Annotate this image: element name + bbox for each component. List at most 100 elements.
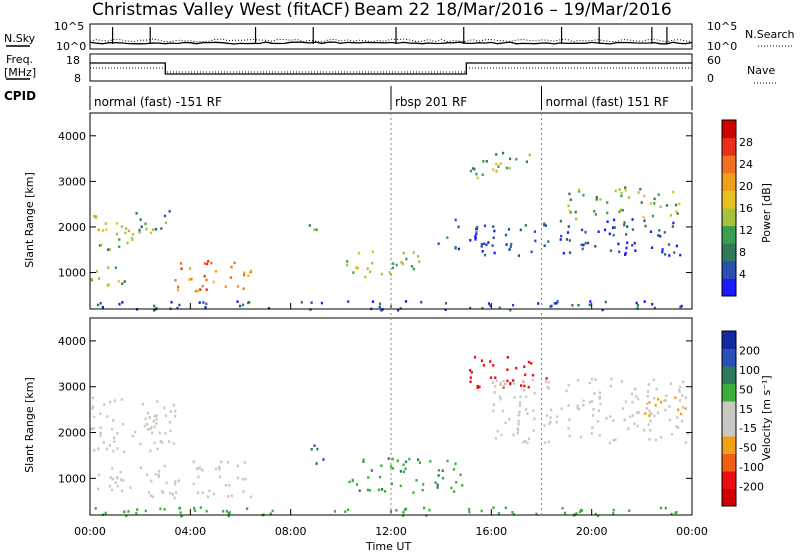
heatmap-cell: [153, 425, 156, 429]
heatmap-cell: [595, 195, 598, 199]
heatmap-cell: [116, 476, 119, 479]
heatmap-cell: [207, 259, 210, 263]
nave-series: [90, 67, 692, 73]
colorbar-swatch: [722, 225, 736, 244]
heatmap-cell: [576, 406, 579, 410]
heatmap-cell: [476, 386, 479, 389]
heatmap-cell: [545, 414, 549, 417]
heatmap-cell: [144, 509, 147, 513]
x-axis-label: Time UT: [365, 540, 411, 553]
heatmap-cell: [613, 218, 616, 222]
heatmap-cell: [524, 373, 527, 377]
heatmap-cell: [175, 491, 178, 494]
heatmap-cell: [577, 303, 580, 307]
heatmap-cell: [452, 468, 456, 471]
heatmap-cell: [383, 490, 387, 493]
heatmap-cell: [157, 470, 161, 473]
nave-tick-bottom: 0: [707, 72, 714, 85]
heatmap-cell: [653, 414, 656, 418]
velocity-panel-frame: [89, 317, 693, 516]
heatmap-cell: [164, 414, 167, 418]
heatmap-cell: [404, 467, 407, 470]
heatmap-cell: [660, 436, 663, 439]
heatmap-cell: [244, 477, 247, 481]
heatmap-cell: [315, 462, 318, 465]
heatmap-cell: [657, 234, 660, 237]
heatmap-cell: [356, 483, 359, 486]
colorbar-swatch: [722, 137, 736, 156]
colorbar-swatch: [722, 172, 736, 191]
heatmap-cell: [104, 222, 107, 225]
heatmap-cell: [560, 407, 563, 410]
heatmap-cell: [347, 300, 350, 303]
heatmap-cell: [501, 409, 505, 413]
heatmap-cell: [178, 506, 182, 510]
heatmap-cell: [502, 379, 505, 383]
heatmap-cell: [113, 436, 116, 440]
heatmap-cell: [212, 492, 215, 496]
heatmap-cell: [228, 511, 231, 514]
heatmap-cell: [639, 187, 642, 191]
colorbar-swatch: [722, 278, 736, 297]
heatmap-cell: [476, 225, 479, 229]
heatmap-cell: [233, 261, 236, 265]
heatmap-cell: [598, 391, 601, 394]
heatmap-cell: [499, 381, 502, 385]
heatmap-cell: [678, 388, 681, 392]
colorbar-swatch: [722, 436, 736, 454]
heatmap-cell: [168, 421, 172, 424]
heatmap-cell: [391, 467, 395, 470]
heatmap-cell: [202, 301, 205, 304]
heatmap-cell: [160, 227, 163, 230]
heatmap-cell: [628, 509, 631, 512]
heatmap-cell: [188, 278, 191, 281]
heatmap-cell: [533, 230, 536, 233]
heatmap-cell: [664, 253, 667, 256]
heatmap-cell: [199, 506, 202, 509]
heatmap-cell: [114, 266, 117, 269]
heatmap-cell: [525, 408, 528, 411]
freq-tick-bottom: 8: [74, 72, 81, 85]
heatmap-cell: [99, 431, 102, 435]
heatmap-cell: [519, 228, 522, 232]
heatmap-cell: [155, 418, 158, 421]
colorbar-tick-label: 200: [739, 344, 760, 357]
heatmap-cell: [582, 243, 585, 247]
heatmap-cell: [146, 423, 149, 426]
heatmap-cell: [669, 214, 673, 217]
heatmap-cell: [574, 210, 577, 214]
heatmap-cell: [444, 308, 447, 311]
heatmap-cell: [93, 214, 96, 218]
plot-title-right: Beam 22 18/Mar/2016 – 19/Mar/2016: [354, 0, 672, 20]
heatmap-cell: [196, 491, 199, 494]
nave-label: Nave: [747, 64, 775, 77]
heatmap-cell: [631, 414, 635, 417]
heatmap-cell: [174, 482, 177, 486]
heatmap-cell: [659, 506, 663, 510]
heatmap-cell: [513, 396, 516, 399]
heatmap-cell: [643, 194, 646, 198]
heatmap-cell: [556, 300, 559, 303]
heatmap-cell: [351, 478, 354, 482]
heatmap-cell: [535, 512, 538, 516]
heatmap-cell: [594, 213, 597, 216]
heatmap-cell: [547, 440, 550, 444]
heatmap-cell: [661, 248, 664, 251]
heatmap-cell: [201, 284, 204, 288]
heatmap-cell: [402, 511, 405, 514]
heatmap-cell: [418, 260, 421, 263]
heatmap-cell: [520, 384, 523, 387]
heatmap-cell: [559, 238, 562, 241]
heatmap-cell: [243, 273, 246, 277]
colorbar-tick-label: 16: [739, 202, 753, 215]
x-tick-label: 00:00: [676, 525, 708, 538]
heatmap-cell: [481, 250, 484, 253]
heatmap-cell: [149, 427, 152, 431]
heatmap-cell: [169, 429, 172, 433]
heatmap-cell: [474, 236, 477, 239]
heatmap-cell: [578, 188, 581, 191]
heatmap-cell: [550, 408, 553, 412]
heatmap-cell: [390, 482, 393, 486]
heatmap-cell: [399, 484, 402, 488]
